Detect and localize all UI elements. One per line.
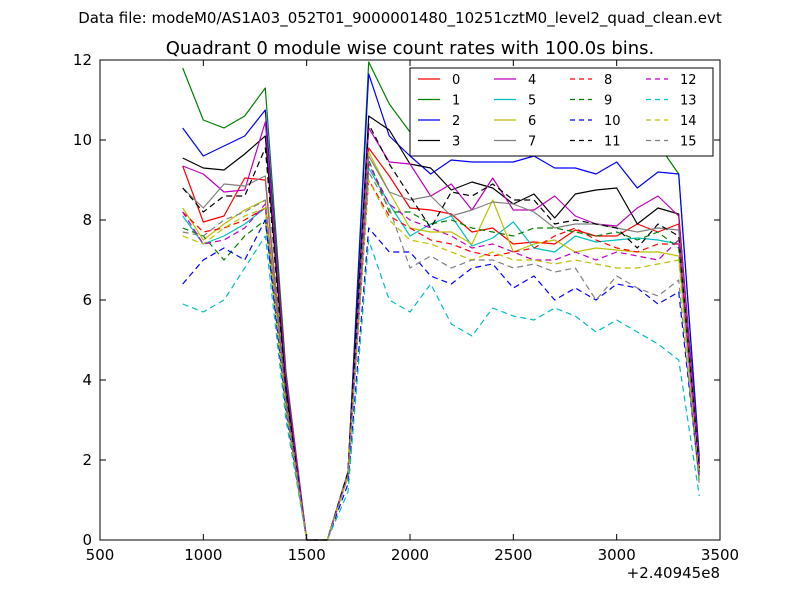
x-tick-label: 2000 — [391, 546, 429, 564]
series-line-12 — [182, 163, 700, 541]
legend-label-8: 8 — [604, 73, 612, 88]
series-line-15 — [182, 171, 700, 541]
legend-label-4: 4 — [528, 73, 536, 88]
series-line-2 — [182, 73, 700, 541]
legend-label-11: 11 — [604, 135, 621, 150]
y-tick-label: 8 — [82, 211, 92, 229]
legend-label-0: 0 — [452, 73, 460, 88]
legend-label-1: 1 — [452, 94, 460, 109]
x-axis: 500 1000 1500 2000 2500 3000 3500 — [86, 60, 739, 564]
figure-suptitle: Data file: modeM0/AS1A03_052T01_90000014… — [78, 9, 722, 28]
y-tick-label: 2 — [82, 451, 92, 469]
legend-label-5: 5 — [528, 94, 536, 109]
y-tick-label: 10 — [73, 131, 92, 149]
legend-label-12: 12 — [680, 73, 697, 88]
series-line-4 — [182, 121, 700, 541]
series-line-8 — [182, 179, 700, 541]
y-tick-label: 0 — [82, 531, 92, 549]
legend-label-2: 2 — [452, 114, 460, 129]
y-tick-label: 12 — [73, 51, 92, 69]
series-line-3 — [182, 115, 700, 541]
legend-label-9: 9 — [604, 94, 612, 109]
legend-label-6: 6 — [528, 114, 536, 129]
series-line-10 — [182, 219, 700, 541]
series-line-11 — [182, 123, 700, 541]
x-tick-label: 1000 — [184, 546, 222, 564]
y-tick-label: 6 — [82, 291, 92, 309]
legend-label-15: 15 — [680, 135, 697, 150]
legend-label-14: 14 — [680, 114, 697, 129]
legend-label-13: 13 — [680, 94, 697, 109]
legend-label-3: 3 — [452, 135, 460, 150]
x-tick-label: 2500 — [494, 546, 532, 564]
legend-label-7: 7 — [528, 135, 536, 150]
x-tick-label: 3000 — [598, 546, 636, 564]
legend-label-10: 10 — [604, 114, 621, 129]
x-tick-label: 1500 — [288, 546, 326, 564]
legend-box — [409, 67, 714, 157]
x-offset-label: +2.40945e8 — [627, 564, 720, 582]
y-tick-label: 4 — [82, 371, 92, 389]
chart-title: Quadrant 0 module wise count rates with … — [166, 38, 655, 59]
series-line-13 — [182, 235, 700, 541]
x-tick-label: 500 — [86, 546, 115, 564]
x-tick-label: 3500 — [701, 546, 739, 564]
